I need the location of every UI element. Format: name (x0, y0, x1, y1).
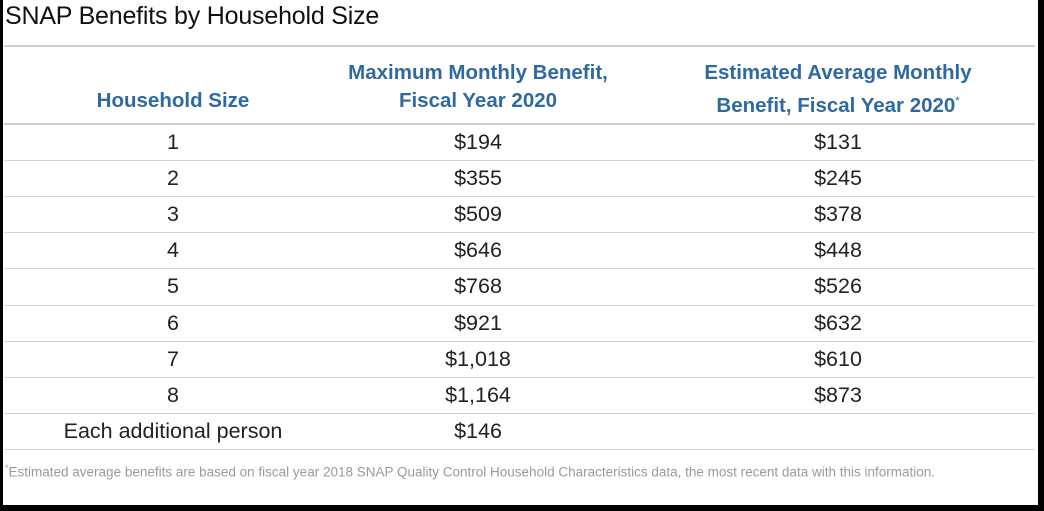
household-size-cell: 7 (167, 346, 179, 371)
row-divider (4, 232, 1035, 234)
header-avg-benefit-line1: Estimated Average Monthly (704, 61, 972, 84)
avg-benefit-cell: $632 (814, 310, 862, 335)
avg-benefit-cell: $526 (814, 274, 862, 299)
row-divider (4, 304, 1035, 306)
row-divider (4, 412, 1035, 414)
max-benefit-cell: $768 (454, 274, 502, 299)
table-row: 1 $194 $131 (3, 124, 1038, 160)
table-row: 2 $355 $245 (3, 160, 1038, 196)
table-title: SNAP Benefits by Household Size (5, 2, 380, 30)
header-avg-marker: * (955, 95, 960, 107)
avg-benefit-cell (733, 413, 943, 449)
row-divider (4, 268, 1035, 270)
footnote-marker: * (5, 463, 9, 473)
header-avg-benefit: Estimated Average Monthly Benefit, Fisca… (683, 59, 993, 120)
header-max-benefit: Maximum Monthly Benefit, Fiscal Year 202… (323, 59, 633, 115)
max-benefit-cell: $355 (454, 166, 502, 191)
table-row: 3 $509 $378 (3, 196, 1038, 232)
max-benefit-cell: $646 (454, 238, 502, 263)
benefits-table-panel: SNAP Benefits by Household Size Househol… (3, 0, 1038, 505)
title-divider (4, 45, 1035, 47)
table-row: 5 $768 $526 (3, 268, 1038, 304)
row-divider (4, 376, 1035, 378)
header-divider (4, 123, 1035, 125)
avg-benefit-cell: $610 (814, 346, 862, 371)
max-benefit-cell: $921 (454, 310, 502, 335)
max-benefit-cell: $194 (454, 130, 502, 154)
avg-benefit-cell: $378 (814, 202, 862, 227)
table-row: 4 $646 $448 (3, 232, 1038, 268)
avg-benefit-cell: $873 (814, 382, 862, 407)
household-size-cell: 2 (167, 166, 179, 191)
max-benefit-cell: $509 (454, 202, 502, 227)
avg-benefit-cell: $448 (814, 238, 862, 263)
household-size-cell: 3 (167, 202, 179, 227)
household-size-cell: 8 (167, 382, 179, 407)
table-row: Each additional person $146 (3, 413, 1038, 449)
row-divider (4, 196, 1035, 198)
max-benefit-cell: $1,018 (445, 346, 511, 371)
household-size-cell: 6 (167, 310, 179, 335)
header-max-benefit-line2: Fiscal Year 2020 (398, 89, 558, 112)
max-benefit-cell: $146 (454, 418, 502, 443)
header-max-benefit-line1: Maximum Monthly Benefit, (348, 61, 608, 84)
footnote-text: Estimated average benefits are based on … (8, 464, 935, 480)
table-row: 8 $1,164 $873 (3, 377, 1038, 413)
avg-benefit-cell: $131 (814, 130, 862, 154)
household-size-cell: Each additional person (63, 418, 283, 443)
household-size-cell: 1 (167, 130, 179, 154)
table-row: 7 $1,018 $610 (3, 341, 1038, 377)
table-row: 6 $921 $632 (3, 305, 1038, 341)
row-divider (4, 340, 1035, 342)
header-household-size: Household Size (96, 89, 250, 112)
row-divider (4, 448, 1035, 450)
footnote: *Estimated average benefits are based on… (5, 458, 1015, 483)
header-avg-benefit-line2: Benefit, Fiscal Year 2020 (716, 93, 956, 117)
household-size-cell: 4 (167, 238, 179, 263)
avg-benefit-cell: $245 (814, 166, 862, 191)
max-benefit-cell: $1,164 (445, 382, 511, 407)
row-divider (4, 160, 1035, 162)
household-size-cell: 5 (167, 274, 179, 299)
